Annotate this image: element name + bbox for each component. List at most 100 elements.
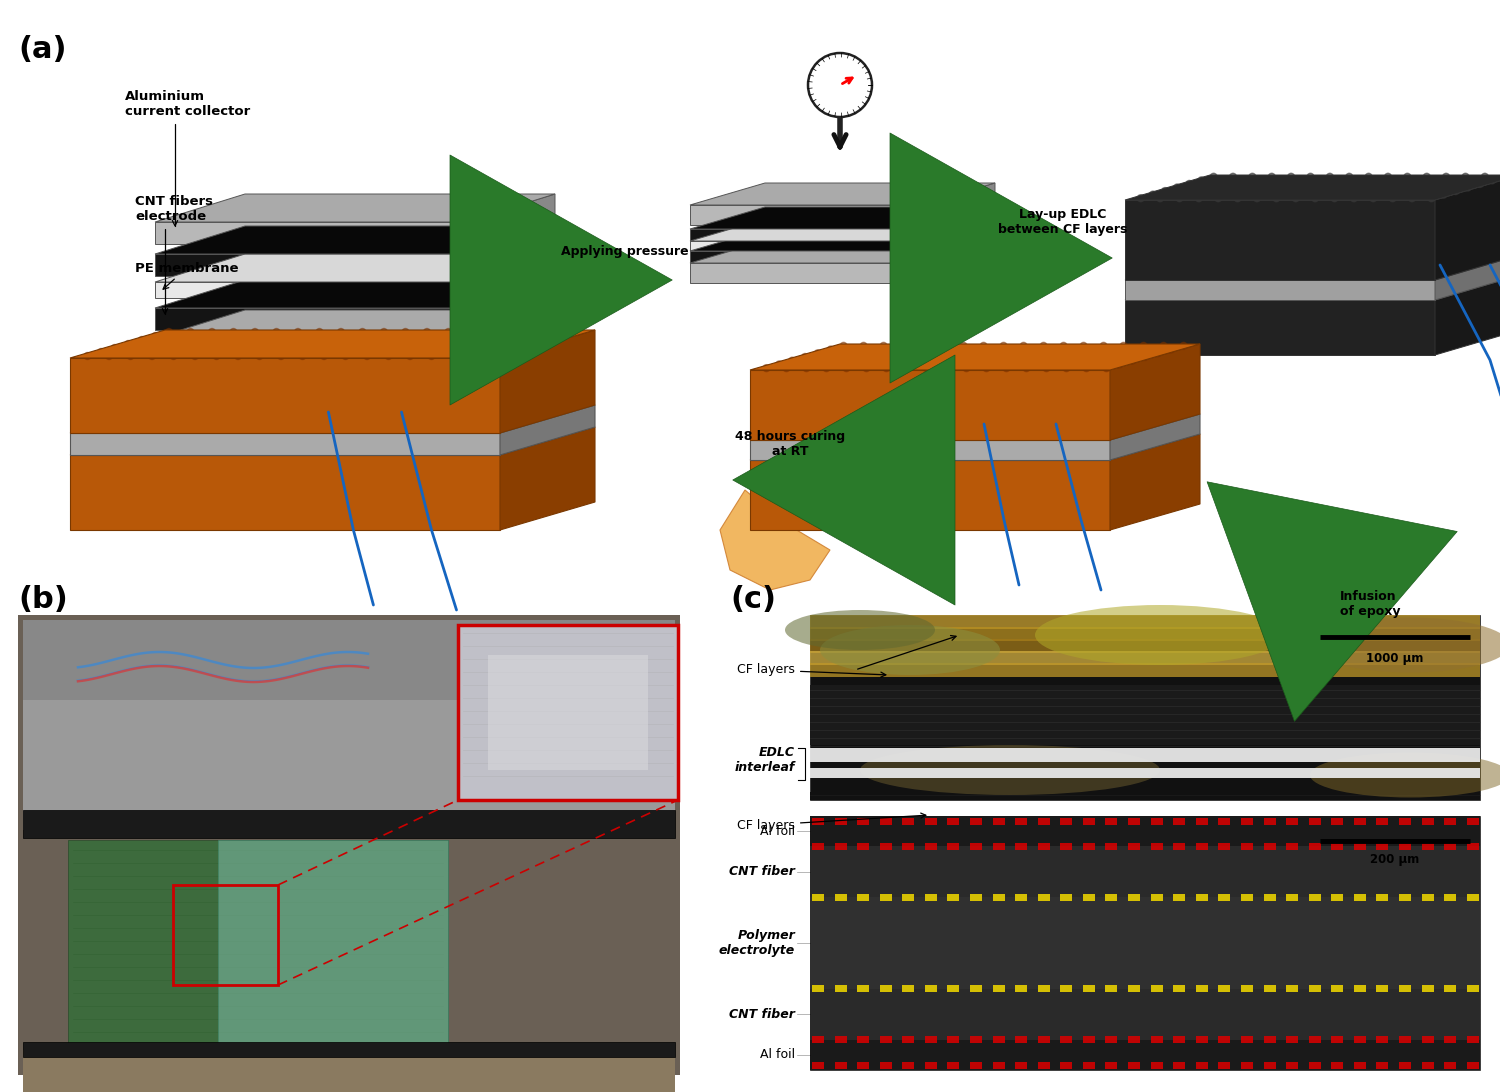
Circle shape xyxy=(859,343,867,349)
Circle shape xyxy=(834,349,842,357)
Circle shape xyxy=(1443,174,1449,180)
Polygon shape xyxy=(690,251,920,263)
Circle shape xyxy=(921,354,928,360)
Circle shape xyxy=(363,353,370,359)
Circle shape xyxy=(934,349,942,357)
Circle shape xyxy=(195,332,202,340)
Circle shape xyxy=(531,329,538,335)
Circle shape xyxy=(188,329,194,335)
Polygon shape xyxy=(920,219,995,251)
Ellipse shape xyxy=(1035,605,1286,665)
Polygon shape xyxy=(920,183,995,225)
Circle shape xyxy=(1360,180,1366,188)
Circle shape xyxy=(1290,183,1298,191)
Circle shape xyxy=(1036,361,1042,368)
Circle shape xyxy=(1220,188,1227,194)
Bar xyxy=(172,885,278,985)
Circle shape xyxy=(210,341,218,347)
Circle shape xyxy=(867,346,874,353)
Circle shape xyxy=(176,344,183,352)
Circle shape xyxy=(356,348,363,356)
Circle shape xyxy=(225,336,231,344)
Polygon shape xyxy=(154,339,465,360)
Circle shape xyxy=(1293,194,1299,202)
Circle shape xyxy=(386,353,392,359)
Bar xyxy=(22,620,675,700)
Circle shape xyxy=(339,341,346,347)
Circle shape xyxy=(915,349,921,357)
Circle shape xyxy=(1160,343,1167,349)
Circle shape xyxy=(399,348,405,356)
Circle shape xyxy=(1042,365,1050,371)
Circle shape xyxy=(1161,188,1168,194)
Polygon shape xyxy=(154,254,555,282)
Circle shape xyxy=(1431,177,1437,183)
Polygon shape xyxy=(465,194,555,244)
Circle shape xyxy=(1456,180,1464,188)
Circle shape xyxy=(248,348,255,356)
Polygon shape xyxy=(500,330,596,434)
Circle shape xyxy=(948,357,956,365)
Circle shape xyxy=(976,361,982,368)
Circle shape xyxy=(816,361,824,368)
Circle shape xyxy=(232,341,240,347)
Circle shape xyxy=(270,348,276,356)
Circle shape xyxy=(1155,349,1161,357)
Circle shape xyxy=(1142,354,1149,360)
Circle shape xyxy=(84,353,92,359)
Bar xyxy=(488,655,648,770)
Circle shape xyxy=(1224,180,1232,188)
Text: (a): (a) xyxy=(18,35,66,64)
Circle shape xyxy=(548,336,554,344)
Circle shape xyxy=(405,341,411,347)
Circle shape xyxy=(1149,191,1156,198)
Circle shape xyxy=(1080,343,1088,349)
Circle shape xyxy=(213,353,220,359)
Bar xyxy=(22,1051,675,1092)
Circle shape xyxy=(1274,194,1280,202)
Circle shape xyxy=(962,354,969,360)
Circle shape xyxy=(1404,174,1411,180)
Circle shape xyxy=(1007,346,1014,353)
Circle shape xyxy=(1348,183,1354,191)
Circle shape xyxy=(382,341,390,347)
Circle shape xyxy=(1048,357,1056,365)
Bar xyxy=(22,1042,675,1057)
Circle shape xyxy=(118,348,126,356)
Circle shape xyxy=(466,329,474,335)
Circle shape xyxy=(260,332,267,340)
Circle shape xyxy=(1408,194,1416,202)
Circle shape xyxy=(498,344,506,352)
Polygon shape xyxy=(720,490,830,590)
Circle shape xyxy=(927,346,934,353)
Circle shape xyxy=(165,329,172,335)
Circle shape xyxy=(1068,357,1076,365)
Circle shape xyxy=(1278,188,1286,194)
Circle shape xyxy=(896,361,903,368)
Circle shape xyxy=(326,344,333,352)
Circle shape xyxy=(1310,183,1317,191)
Circle shape xyxy=(982,365,990,371)
Circle shape xyxy=(1180,343,1186,349)
Bar xyxy=(217,840,448,1051)
Circle shape xyxy=(1462,174,1468,180)
Polygon shape xyxy=(1436,256,1500,300)
Circle shape xyxy=(477,344,483,352)
Circle shape xyxy=(942,354,948,360)
Circle shape xyxy=(1126,346,1134,353)
Circle shape xyxy=(1380,180,1386,188)
Circle shape xyxy=(1116,361,1124,368)
Circle shape xyxy=(1388,183,1394,191)
Circle shape xyxy=(238,332,244,340)
Circle shape xyxy=(1401,191,1408,198)
Circle shape xyxy=(1353,177,1360,183)
Circle shape xyxy=(196,344,204,352)
Circle shape xyxy=(1095,349,1101,357)
Circle shape xyxy=(861,354,868,360)
Text: (b): (b) xyxy=(18,585,68,614)
Circle shape xyxy=(432,332,438,340)
Circle shape xyxy=(888,357,896,365)
Text: PE membrane: PE membrane xyxy=(135,261,238,289)
Bar xyxy=(22,620,675,830)
Circle shape xyxy=(1234,194,1240,202)
